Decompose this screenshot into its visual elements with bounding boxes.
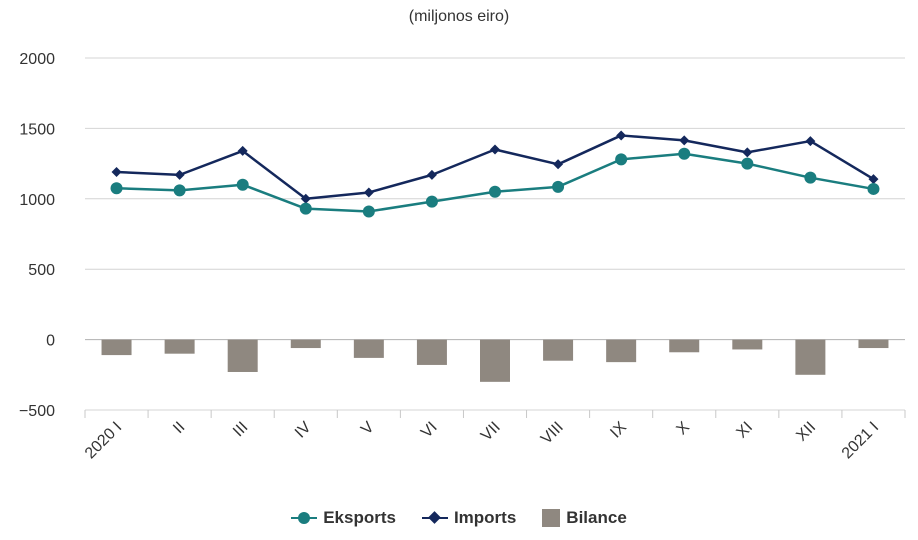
legend-imports-icon	[421, 511, 448, 525]
x-tick-label: IV	[292, 419, 315, 442]
bilance-bar	[858, 339, 889, 349]
x-tick-label: 2020 I	[82, 419, 125, 462]
legend-item-eksports[interactable]: Eksports	[291, 508, 396, 528]
chart-legend: Eksports Imports Bilance	[0, 508, 918, 528]
y-tick-label: 0	[46, 333, 55, 350]
imports-point	[805, 136, 816, 147]
y-tick-label: −500	[19, 403, 55, 420]
bilance-bar	[543, 339, 574, 361]
bilance-bar	[227, 339, 258, 372]
bilance-bar	[606, 339, 637, 363]
eksports-point	[678, 147, 691, 160]
imports-point	[490, 144, 500, 155]
imports-point	[300, 193, 311, 204]
bilance-bar	[353, 339, 384, 358]
imports-point	[426, 169, 437, 180]
legend-item-imports[interactable]: Imports	[421, 508, 517, 528]
x-tick-label: V	[358, 419, 378, 439]
x-tick-label: XI	[733, 419, 756, 442]
eksports-point	[489, 185, 501, 198]
legend-imports-label: Imports	[453, 508, 517, 527]
eksports-point	[741, 157, 754, 170]
x-tick-label: 2021 I	[839, 419, 882, 462]
imports-point	[237, 145, 248, 156]
y-tick-label: 1000	[19, 192, 55, 209]
bilance-bar	[732, 339, 763, 350]
x-tick-label: VI	[418, 419, 441, 442]
legend-bilance-label: Bilance	[566, 508, 627, 527]
legend-eksports-label: Eksports	[323, 508, 396, 527]
bilance-bar	[101, 339, 132, 356]
x-tick-label: II	[170, 419, 188, 437]
eksports-point	[425, 195, 438, 208]
eksports-point	[867, 182, 880, 195]
bilance-bar	[164, 339, 195, 354]
x-tick-label: X	[673, 419, 693, 439]
legend-bilance-icon	[542, 509, 561, 527]
chart-subtitle: (miljonos eiro)	[408, 8, 510, 25]
x-tick-label: IX	[607, 419, 630, 442]
y-tick-label: 1500	[19, 121, 55, 138]
bilance-bar	[480, 339, 510, 382]
imports-point	[174, 169, 185, 180]
legend-eksports-icon	[291, 511, 318, 525]
eksports-point	[552, 180, 565, 193]
eksports-point	[615, 153, 628, 166]
eksports-line	[116, 152, 874, 213]
bilance-bar	[290, 339, 321, 349]
eksports-point	[362, 205, 375, 218]
x-tick-label: III	[230, 419, 251, 440]
x-tick-label: XII	[793, 419, 819, 445]
bilance-bar	[669, 339, 700, 353]
y-tick-label: 500	[28, 262, 55, 279]
bilance-bar	[416, 339, 447, 365]
bilance-bar	[795, 339, 826, 375]
imports-point	[742, 147, 753, 158]
eksports-point	[804, 171, 817, 184]
x-tick-label: VII	[478, 419, 504, 445]
eksports-point	[236, 178, 249, 191]
imports-point	[363, 187, 374, 198]
x-tick-label: VIII	[538, 419, 567, 448]
eksports-point	[173, 184, 186, 197]
imports-point	[616, 130, 627, 141]
eksports-point	[299, 202, 312, 215]
imports-point	[679, 135, 690, 146]
eksports-point	[110, 182, 123, 195]
y-tick-label: 2000	[19, 51, 55, 68]
imports-point	[111, 167, 122, 178]
legend-item-bilance[interactable]: Bilance	[542, 508, 627, 528]
imports-point	[868, 174, 879, 185]
imports-point	[553, 159, 564, 170]
